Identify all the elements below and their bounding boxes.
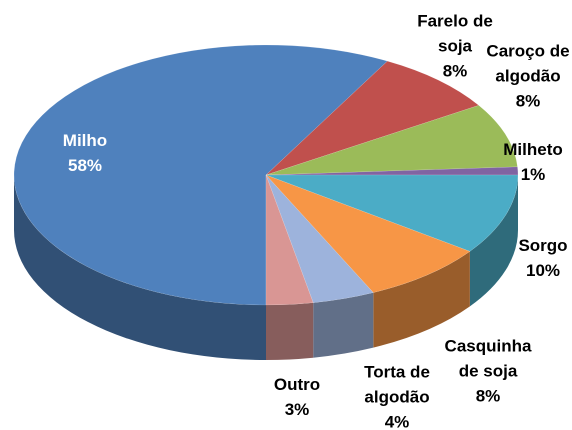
slice-label: Milho: [62, 131, 108, 150]
pie-slice: [265, 174, 314, 306]
pie-slice: [265, 174, 519, 252]
pie-slice: [265, 166, 519, 176]
pie-slice-side: [313, 292, 374, 358]
slice-label: Casquinha de soja: [444, 336, 532, 381]
pie-walls: [14, 175, 518, 360]
slice-label: Milheto: [503, 140, 563, 159]
data-label: Milheto 1%: [493, 137, 572, 187]
data-label: Farelo de soja 8%: [408, 9, 503, 84]
pie-slice-side: [14, 175, 266, 360]
value-label: 8%: [515, 91, 541, 111]
slice-label: Caroço de algodão: [486, 41, 570, 86]
data-label: Milho 58%: [50, 128, 120, 178]
data-label: Sorgo 10%: [513, 233, 572, 283]
pie-slice: [265, 174, 471, 293]
data-label: Casquinha de soja 8%: [438, 334, 538, 409]
data-label: Torta de algodão 4%: [352, 360, 442, 430]
value-label: 1%: [520, 165, 546, 184]
value-label: 10%: [525, 261, 561, 280]
pie-slice: [265, 105, 518, 176]
pie-slice: [265, 174, 374, 303]
slice-label: Outro: [273, 375, 321, 394]
pie-slice: [13, 44, 388, 306]
pie-slice-side: [266, 302, 314, 360]
value-label: 3%: [284, 400, 310, 419]
value-label: 4%: [384, 412, 410, 430]
pie-slice: [265, 60, 480, 176]
pie-slice-side: [373, 251, 470, 348]
slice-label: Farelo de soja: [417, 11, 493, 56]
data-label: Caroço de algodão 8%: [478, 39, 572, 114]
value-label: 8%: [475, 386, 501, 406]
value-label: 8%: [442, 61, 468, 81]
pie-slice-side: [469, 175, 518, 307]
slice-label: Torta de algodão: [364, 362, 430, 407]
slice-label: Sorgo: [518, 236, 568, 255]
pie-tops: [13, 44, 519, 306]
data-label: Outro 3%: [267, 372, 327, 422]
value-label: 58%: [67, 156, 103, 175]
